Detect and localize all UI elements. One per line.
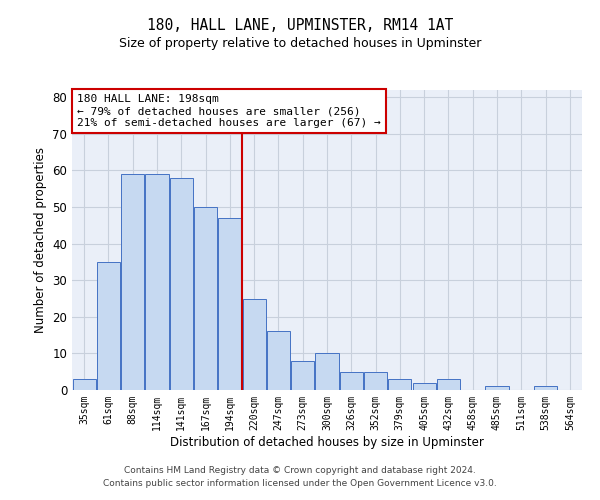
Bar bbox=[242, 298, 266, 390]
Bar bbox=[97, 262, 120, 390]
Bar bbox=[413, 382, 436, 390]
Text: Size of property relative to detached houses in Upminster: Size of property relative to detached ho… bbox=[119, 38, 481, 51]
Text: Contains HM Land Registry data © Crown copyright and database right 2024.
Contai: Contains HM Land Registry data © Crown c… bbox=[103, 466, 497, 487]
Bar bbox=[316, 354, 338, 390]
Bar bbox=[267, 332, 290, 390]
Bar bbox=[388, 379, 412, 390]
Bar bbox=[121, 174, 144, 390]
Bar bbox=[145, 174, 169, 390]
Bar bbox=[73, 379, 95, 390]
Bar bbox=[291, 360, 314, 390]
Bar bbox=[194, 207, 217, 390]
Bar bbox=[485, 386, 509, 390]
Bar bbox=[170, 178, 193, 390]
Text: 180 HALL LANE: 198sqm
← 79% of detached houses are smaller (256)
21% of semi-det: 180 HALL LANE: 198sqm ← 79% of detached … bbox=[77, 94, 381, 128]
Bar bbox=[218, 218, 241, 390]
Text: 180, HALL LANE, UPMINSTER, RM14 1AT: 180, HALL LANE, UPMINSTER, RM14 1AT bbox=[147, 18, 453, 32]
Bar bbox=[364, 372, 387, 390]
Bar bbox=[437, 379, 460, 390]
X-axis label: Distribution of detached houses by size in Upminster: Distribution of detached houses by size … bbox=[170, 436, 484, 448]
Bar bbox=[534, 386, 557, 390]
Bar bbox=[340, 372, 363, 390]
Y-axis label: Number of detached properties: Number of detached properties bbox=[34, 147, 47, 333]
